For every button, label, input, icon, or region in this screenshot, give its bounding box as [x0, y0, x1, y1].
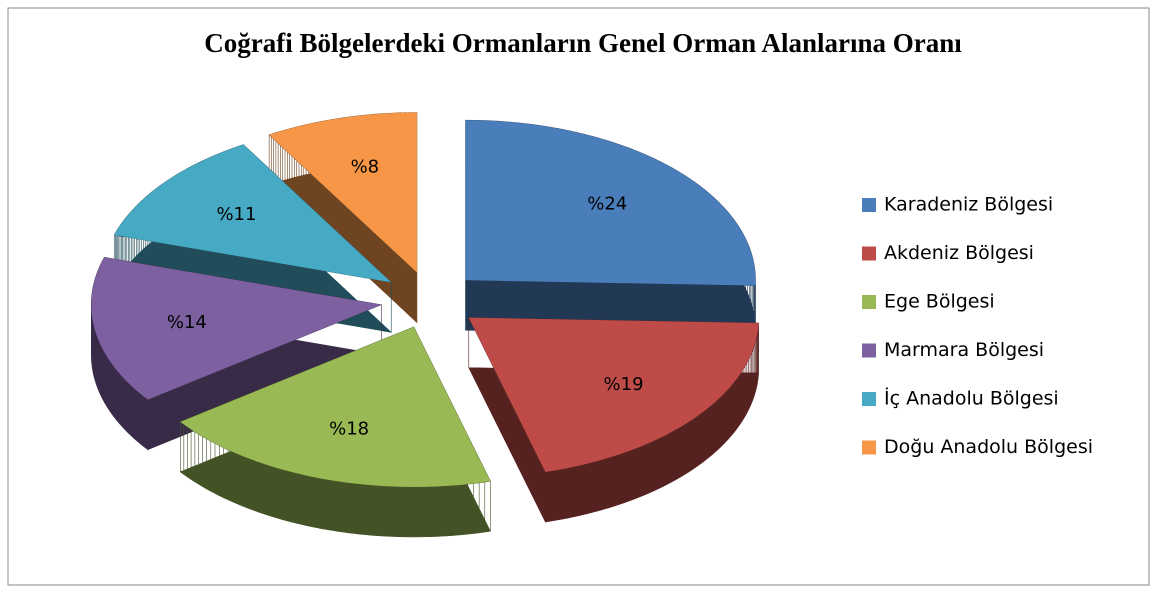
legend-label: Karadeniz Bölgesi [884, 194, 1053, 216]
slice [114, 144, 392, 283]
data-label: %11 [216, 204, 256, 225]
data-label: %14 [167, 312, 207, 333]
legend-label: İç Anadolu Bölgesi [884, 387, 1059, 410]
legend-swatch [862, 295, 876, 309]
slice [180, 326, 491, 487]
legend-swatch [862, 343, 876, 358]
legend-label: Akdeniz Bölgesi [884, 242, 1034, 264]
slice [465, 120, 756, 286]
legend-label: Doğu Anadolu Bölgesi [884, 436, 1093, 458]
slice [91, 257, 382, 400]
legend-swatch [862, 246, 876, 261]
legend-swatch [862, 392, 876, 406]
slice [468, 317, 759, 472]
data-label: %8 [351, 157, 380, 178]
slice-side [180, 326, 491, 538]
legend-swatch [862, 440, 876, 455]
slice [269, 112, 417, 273]
data-label: %18 [329, 419, 369, 440]
chart-title: Coğrafi Bölgelerdeki Ormanların Genel Or… [204, 28, 962, 58]
legend-label: Marmara Bölgesi [884, 339, 1044, 361]
data-label: %19 [604, 374, 644, 395]
data-label: %24 [587, 194, 627, 215]
legend-label: Ege Bölgesi [884, 291, 995, 313]
legend-swatch [862, 198, 876, 212]
